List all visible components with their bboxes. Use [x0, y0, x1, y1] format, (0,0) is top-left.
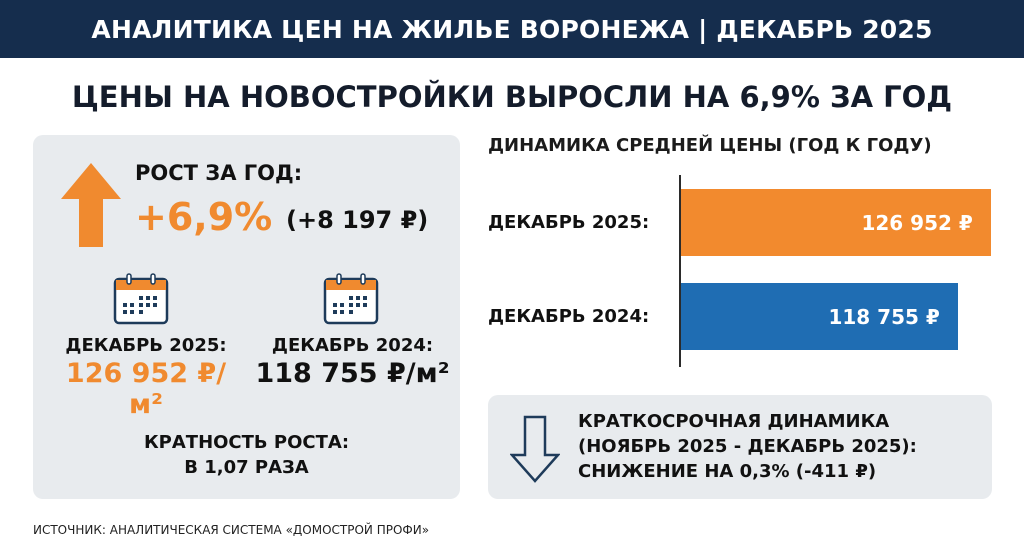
bar-value-label-1: 118 755 ₽: [828, 304, 940, 329]
short-term-line: СНИЖЕНИЕ НА 0,3% (-411 ₽): [578, 461, 877, 482]
calendar-icon: [323, 273, 379, 325]
bar-label-1: ДЕКАБРЬ 2024:: [488, 306, 650, 327]
chart-axis: [679, 175, 681, 367]
bar-december-2024: 118 755 ₽: [681, 283, 958, 350]
growth-ratio: КРАТНОСТЬ РОСТА: В 1,07 РАЗА: [33, 430, 460, 480]
bar-december-2025: 126 952 ₽: [681, 189, 991, 256]
previous-price-value: 118 755 ₽/м²: [255, 358, 450, 389]
short-term-line: (НОЯБРЬ 2025 - ДЕКАБРЬ 2025):: [578, 436, 917, 457]
ratio-value: В 1,07 РАЗА: [184, 457, 309, 478]
short-term-line: КРАТКОСРОЧНАЯ ДИНАМИКА: [578, 411, 890, 432]
bar-label-0: ДЕКАБРЬ 2025:: [488, 212, 650, 233]
current-price: ДЕКАБРЬ 2025: 126 952 ₽/м²: [51, 335, 241, 420]
source-note: ИСТОЧНИК: АНАЛИТИЧЕСКАЯ СИСТЕМА «ДОМОСТР…: [33, 523, 430, 537]
chart-title: ДИНАМИКА СРЕДНЕЙ ЦЕНЫ (ГОД К ГОДУ): [488, 135, 932, 156]
summary-panel: РОСТ ЗА ГОД: +6,9% (+8 197 ₽) ДЕКАБРЬ 20…: [33, 135, 460, 499]
current-price-value: 126 952 ₽/м²: [65, 358, 227, 420]
header-title: АНАЛИТИКА ЦЕН НА ЖИЛЬЕ ВОРОНЕЖА | ДЕКАБР…: [0, 0, 1024, 58]
growth-percent: +6,9%: [135, 195, 273, 239]
previous-price: ДЕКАБРЬ 2024: 118 755 ₽/м²: [255, 335, 450, 389]
growth-label: РОСТ ЗА ГОД:: [135, 161, 303, 185]
calendar-icon: [113, 273, 169, 325]
growth-absolute: (+8 197 ₽): [286, 206, 429, 234]
arrow-down-outline-icon: [510, 415, 560, 483]
ratio-label: КРАТНОСТЬ РОСТА:: [143, 432, 350, 453]
short-term-panel: КРАТКОСРОЧНАЯ ДИНАМИКА (НОЯБРЬ 2025 - ДЕ…: [488, 395, 992, 499]
bar-value-label-0: 126 952 ₽: [861, 210, 973, 235]
arrow-up-icon: [61, 163, 121, 247]
short-term-text: КРАТКОСРОЧНАЯ ДИНАМИКА (НОЯБРЬ 2025 - ДЕ…: [578, 409, 917, 484]
previous-price-label: ДЕКАБРЬ 2024:: [271, 335, 434, 356]
current-price-label: ДЕКАБРЬ 2025:: [65, 335, 227, 356]
headline: ЦЕНЫ НА НОВОСТРОЙКИ ВЫРОСЛИ НА 6,9% ЗА Г…: [71, 80, 953, 114]
